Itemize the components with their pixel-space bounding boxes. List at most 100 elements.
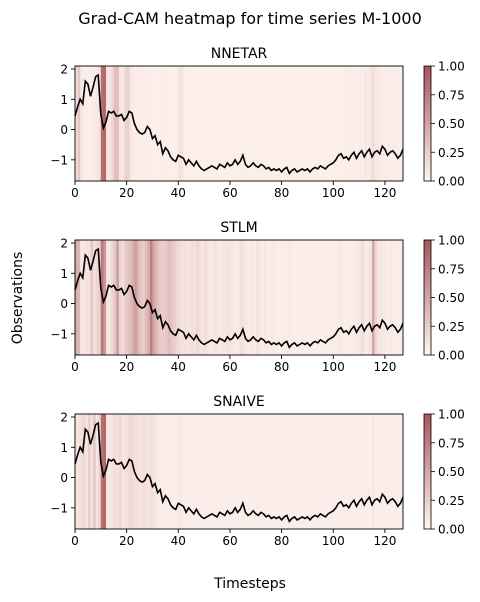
heat-cell: [186, 66, 189, 181]
heat-cell: [400, 66, 403, 181]
colorbar-tick-label: 0.75: [438, 436, 465, 450]
x-tick-label: 20: [119, 360, 134, 374]
heat-cell: [240, 240, 244, 355]
heat-cell: [268, 66, 272, 181]
heat-cell: [126, 414, 130, 529]
heat-cell: [235, 240, 239, 355]
heat-cell: [297, 414, 300, 529]
heat-cell: [315, 414, 319, 529]
heat-cell: [209, 66, 213, 181]
heat-cell: [217, 66, 220, 181]
heat-cell: [108, 240, 112, 355]
colorbar-step: [424, 309, 431, 313]
heat-cell: [353, 240, 357, 355]
heat-cell: [175, 66, 179, 181]
x-tick-label: 40: [171, 360, 186, 374]
heat-cell: [268, 414, 272, 529]
heat-cell: [149, 66, 153, 181]
heat-cell: [118, 240, 122, 355]
colorbar-tick-label: 0.50: [438, 465, 465, 479]
heat-cell: [196, 414, 200, 529]
heat-cell: [346, 240, 350, 355]
colorbar-step: [424, 428, 431, 432]
colorbar-step: [424, 511, 431, 516]
heat-cell: [206, 240, 210, 355]
heat-cell: [310, 66, 313, 181]
heat-cell: [341, 240, 344, 355]
colorbar-step: [424, 146, 431, 150]
x-tick-label: 20: [119, 534, 134, 548]
heat-cell: [372, 240, 375, 355]
colorbar-step: [424, 263, 431, 267]
colorbar-step: [424, 340, 431, 344]
heat-cell: [134, 414, 138, 529]
heat-cell: [75, 66, 78, 181]
heat-cell: [170, 240, 174, 355]
heat-cell: [279, 414, 282, 529]
heat-cell: [160, 414, 164, 529]
x-tick-label: 120: [373, 360, 396, 374]
heat-cell: [284, 66, 288, 181]
heat-cell: [320, 414, 324, 529]
heat-cell: [227, 66, 231, 181]
heat-cell: [359, 240, 362, 355]
heat-cell: [90, 66, 94, 181]
heat-cell: [165, 240, 169, 355]
y-tick-label: 2: [60, 63, 68, 77]
heat-cell: [266, 66, 270, 181]
colorbar-step: [424, 332, 431, 336]
colorbar-step: [424, 526, 431, 530]
heat-cell: [343, 240, 347, 355]
heat-cell: [75, 414, 78, 529]
colorbar-step: [424, 132, 431, 136]
heat-cell: [369, 66, 373, 181]
y-tick-label: 0: [60, 297, 68, 311]
heat-cell: [258, 66, 262, 181]
heat-cell: [98, 66, 102, 181]
heat-cell: [201, 66, 205, 181]
heat-cell: [173, 414, 177, 529]
colorbar-step: [424, 317, 431, 321]
heat-cell: [310, 414, 313, 529]
heat-cell: [139, 414, 143, 529]
heat-cell: [366, 240, 370, 355]
colorbar-step: [424, 291, 431, 296]
heat-cell: [322, 240, 326, 355]
heat-cell: [364, 414, 368, 529]
colorbar-tick-label: 1.00: [438, 408, 465, 422]
heat-cell: [310, 240, 313, 355]
heat-cell: [136, 240, 140, 355]
heat-cell: [193, 414, 197, 529]
colorbar-step: [424, 480, 431, 484]
heat-cell: [299, 66, 303, 181]
heat-cell: [390, 66, 393, 181]
heat-cell: [397, 66, 401, 181]
series-line: [74, 421, 404, 523]
colorbar: 0.00 0.25 0.50 0.75 1.00: [423, 60, 465, 189]
heat-cell: [260, 414, 264, 529]
heat-cell: [359, 66, 362, 181]
colorbar-step: [424, 260, 431, 264]
heat-cell: [80, 66, 84, 181]
colorbar-step: [424, 155, 431, 159]
colorbar-step: [424, 520, 431, 524]
colorbar-step: [424, 337, 431, 342]
heat-cell: [193, 240, 197, 355]
heat-cell: [196, 66, 200, 181]
heat-cell: [198, 66, 202, 181]
colorbar-step: [424, 494, 431, 498]
colorbar-tick-label: 0.00: [438, 349, 465, 363]
y-tick-label: 0: [60, 471, 68, 485]
heat-cell: [253, 66, 257, 181]
colorbar-step: [424, 89, 431, 93]
heat-cell: [160, 240, 164, 355]
heat-cell: [191, 66, 195, 181]
heat-cell: [142, 66, 146, 181]
heat-cell: [229, 66, 233, 181]
heat-cell: [229, 240, 233, 355]
heat-cell: [245, 414, 249, 529]
heat-cell: [165, 414, 169, 529]
heat-cell: [82, 66, 86, 181]
heat-cell: [178, 414, 182, 529]
